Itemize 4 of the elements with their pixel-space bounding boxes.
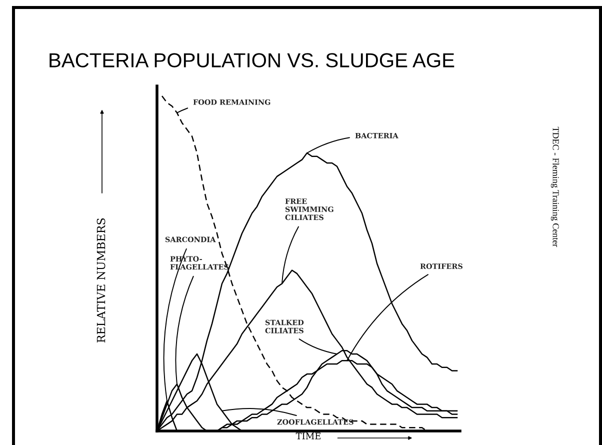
text: TDEC - Fleming Training Center — [550, 126, 560, 248]
chart-title: BACTERIA POPULATION VS. SLUDGE AGE — [50, 53, 454, 68]
y-axis-title: RELATIVE NUMBERS — [96, 218, 106, 342]
x-axis-title: TIME — [296, 432, 320, 440]
